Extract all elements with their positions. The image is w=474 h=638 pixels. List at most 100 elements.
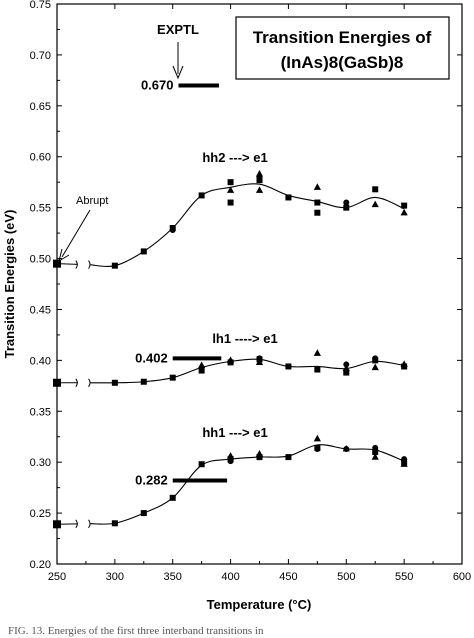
triangle-marker bbox=[313, 349, 321, 356]
y-tick-label: 0.75 bbox=[30, 0, 51, 11]
triangle-marker bbox=[313, 434, 321, 442]
square-marker bbox=[169, 374, 176, 381]
circle-marker bbox=[401, 456, 408, 463]
square-marker bbox=[256, 177, 263, 184]
triangle-marker bbox=[371, 200, 379, 208]
square-marker bbox=[372, 449, 379, 455]
x-tick-label: 450 bbox=[279, 571, 297, 583]
abrupt-arrowhead-icon bbox=[58, 248, 70, 263]
axis-break-mark bbox=[88, 260, 91, 269]
x-tick-label: 300 bbox=[106, 571, 124, 583]
series-curves bbox=[56, 183, 405, 525]
series-label-hh2: hh2 ---> e1 bbox=[202, 150, 267, 165]
y-tick-label: 0.60 bbox=[30, 152, 51, 164]
x-tick-label: 250 bbox=[48, 571, 66, 583]
abrupt-label: Abrupt bbox=[76, 195, 108, 207]
circle-marker bbox=[343, 199, 350, 206]
square-marker bbox=[401, 202, 408, 209]
x-tick-label: 400 bbox=[221, 571, 239, 583]
figure-caption: FIG. 13. Energies of the first three int… bbox=[8, 625, 264, 637]
square-marker bbox=[111, 262, 118, 269]
y-tick-label: 0.20 bbox=[30, 559, 51, 571]
series-label-lh1: lh1 ----> e1 bbox=[212, 331, 277, 346]
plot-frame bbox=[56, 3, 463, 565]
axis-break-mark bbox=[75, 519, 78, 529]
square-marker bbox=[140, 510, 147, 517]
square-marker bbox=[111, 379, 118, 386]
axis-break-mark bbox=[88, 519, 91, 529]
square-marker bbox=[198, 192, 205, 199]
y-tick-label: 0.65 bbox=[30, 101, 51, 113]
square-marker bbox=[140, 248, 147, 255]
square-marker bbox=[314, 199, 321, 206]
circle-marker bbox=[227, 458, 234, 465]
triangle-marker bbox=[226, 356, 235, 363]
x-tick-label: 500 bbox=[337, 571, 355, 583]
triangle-marker bbox=[400, 360, 408, 368]
y-axis-title: Transition Energies (eV) bbox=[2, 210, 17, 359]
series-curve bbox=[90, 183, 405, 268]
square-marker bbox=[198, 367, 205, 374]
exptl-label: EXPTL bbox=[157, 22, 199, 37]
square-marker bbox=[169, 494, 176, 501]
square-marker bbox=[314, 366, 321, 373]
chart-title-line-1: Transition Energies of bbox=[253, 28, 432, 47]
square-marker bbox=[53, 520, 61, 529]
x-tick-labels: 250 300 350 400 450 500 550 600 bbox=[48, 571, 471, 583]
reference-bar-label: 0.402 bbox=[135, 350, 168, 365]
triangle-marker bbox=[226, 452, 235, 459]
series-label-hh1: hh1 ---> e1 bbox=[202, 425, 267, 440]
triangle-marker bbox=[198, 361, 206, 369]
y-tick-label: 0.30 bbox=[30, 457, 51, 469]
square-marker bbox=[343, 204, 350, 211]
square-marker bbox=[53, 259, 61, 268]
data-markers bbox=[53, 170, 408, 529]
square-marker bbox=[227, 199, 234, 206]
circle-marker bbox=[372, 444, 379, 451]
reference-bars: 0.670 0.402 0.282 bbox=[135, 77, 228, 488]
square-marker bbox=[372, 186, 379, 193]
y-tick-label: 0.40 bbox=[30, 355, 51, 367]
reference-bar-label: 0.670 bbox=[141, 77, 174, 92]
x-axis-title: Temperature (°C) bbox=[207, 597, 312, 612]
circle-marker bbox=[285, 194, 292, 201]
square-marker bbox=[140, 378, 147, 385]
triangle-marker bbox=[255, 186, 264, 193]
square-marker bbox=[227, 179, 234, 186]
y-tick-label: 0.50 bbox=[30, 254, 51, 266]
exptl-arrowhead-icon bbox=[172, 65, 184, 80]
square-marker bbox=[111, 520, 118, 527]
chart-title-line-2: (InAs)8(GaSb)8 bbox=[281, 53, 404, 72]
triangle-marker bbox=[371, 363, 379, 371]
x-tick-label: 350 bbox=[164, 571, 182, 583]
y-tick-label: 0.45 bbox=[30, 304, 51, 316]
triangle-marker bbox=[342, 364, 350, 372]
axis-break-mark bbox=[75, 260, 78, 269]
triangle-marker bbox=[313, 183, 321, 190]
square-marker bbox=[343, 369, 350, 376]
reference-bar-label: 0.282 bbox=[135, 473, 168, 488]
axis-ticks bbox=[56, 3, 463, 565]
triangle-marker bbox=[371, 453, 379, 460]
square-marker bbox=[285, 454, 292, 461]
circle-marker bbox=[314, 445, 321, 452]
square-marker bbox=[314, 209, 321, 216]
axis-break-mark bbox=[88, 378, 91, 388]
y-tick-label: 0.70 bbox=[30, 50, 51, 62]
axis-break-marks bbox=[75, 260, 91, 529]
y-tick-label: 0.25 bbox=[30, 508, 51, 520]
y-tick-label: 0.55 bbox=[30, 203, 51, 215]
x-tick-label: 550 bbox=[395, 571, 413, 583]
circle-marker bbox=[169, 227, 176, 234]
triangle-marker bbox=[400, 208, 408, 216]
triangle-marker bbox=[255, 450, 264, 457]
square-marker bbox=[285, 363, 292, 370]
triangle-marker bbox=[400, 460, 408, 467]
x-tick-label: 600 bbox=[453, 571, 471, 583]
triangle-marker bbox=[226, 186, 235, 193]
y-tick-labels: 0.20 0.25 0.30 0.35 0.40 0.45 0.50 0.55 0.60 0.65… bbox=[30, 0, 51, 571]
abrupt-arrow-shaft bbox=[61, 209, 91, 258]
y-tick-label: 0.35 bbox=[30, 406, 51, 418]
circle-marker bbox=[372, 355, 379, 362]
